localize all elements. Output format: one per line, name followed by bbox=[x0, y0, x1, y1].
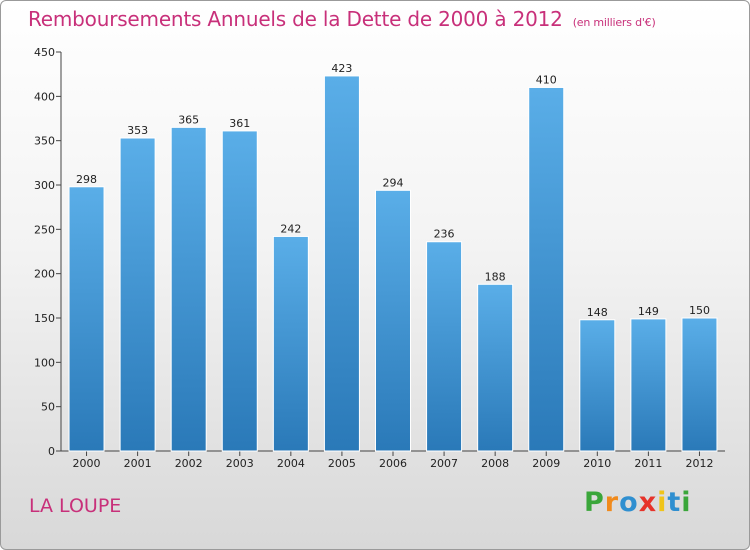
x-tick-label: 2001 bbox=[124, 457, 152, 470]
x-tick-label: 2002 bbox=[175, 457, 203, 470]
x-tick-label: 2000 bbox=[73, 457, 101, 470]
logo-letter: P bbox=[584, 487, 605, 518]
bar bbox=[477, 283, 514, 452]
bar-value-label: 423 bbox=[331, 62, 352, 75]
x-tick-label: 2003 bbox=[226, 457, 254, 470]
bar-value-label: 294 bbox=[383, 176, 404, 189]
logo-letter: i bbox=[681, 487, 692, 518]
bar-value-label: 148 bbox=[587, 306, 608, 319]
bar bbox=[426, 241, 463, 452]
y-tick-label: 50 bbox=[41, 401, 55, 414]
y-tick-label: 250 bbox=[34, 223, 55, 236]
x-tick-label: 2012 bbox=[685, 457, 713, 470]
y-tick-label: 450 bbox=[34, 46, 55, 59]
proxiti-logo: Proxiti bbox=[584, 487, 692, 518]
bar-value-label: 236 bbox=[434, 228, 455, 241]
bar bbox=[528, 86, 565, 452]
y-tick-label: 0 bbox=[48, 445, 55, 458]
labels: 298 2000 353 2001 365 2002 361 2003 242 2004 423 20… bbox=[73, 62, 714, 470]
logo-letter: t bbox=[667, 487, 682, 518]
bar bbox=[170, 126, 207, 452]
x-tick-label: 2006 bbox=[379, 457, 407, 470]
title-unit: (en milliers d'€) bbox=[572, 16, 656, 29]
logo-letter: o bbox=[619, 487, 639, 518]
bar bbox=[323, 75, 360, 452]
bar-value-label: 149 bbox=[638, 305, 659, 318]
bar-value-label: 188 bbox=[485, 270, 506, 283]
logo-letter: i bbox=[657, 487, 668, 518]
y-tick-label: 300 bbox=[34, 179, 55, 192]
y-tick-label: 350 bbox=[34, 135, 55, 148]
bar bbox=[68, 186, 105, 452]
bar bbox=[681, 317, 718, 452]
x-tick-label: 2009 bbox=[532, 457, 560, 470]
bar-value-label: 410 bbox=[536, 73, 557, 86]
chart-title: Remboursements Annuels de la Dette de 20… bbox=[28, 7, 656, 31]
town-name: LA LOUPE bbox=[29, 495, 122, 517]
bar bbox=[375, 189, 411, 452]
bars bbox=[68, 75, 718, 452]
bar bbox=[119, 137, 156, 452]
x-tick-label: 2004 bbox=[277, 457, 305, 470]
bar-value-label: 298 bbox=[76, 173, 97, 186]
bar-value-label: 361 bbox=[229, 117, 250, 130]
bar-value-label: 242 bbox=[280, 222, 301, 235]
y-tick-label: 200 bbox=[34, 268, 55, 281]
x-tick-label: 2010 bbox=[583, 457, 611, 470]
y-tick-label: 100 bbox=[34, 356, 55, 369]
y-tick-label: 150 bbox=[34, 312, 55, 325]
bar bbox=[272, 235, 309, 452]
y-tick-label: 400 bbox=[34, 90, 55, 103]
bar bbox=[221, 130, 258, 452]
x-tick-label: 2011 bbox=[634, 457, 662, 470]
bar-value-label: 150 bbox=[689, 304, 710, 317]
x-tick-label: 2008 bbox=[481, 457, 509, 470]
logo-letter: x bbox=[638, 487, 658, 518]
x-tick-label: 2007 bbox=[430, 457, 458, 470]
bar bbox=[579, 319, 616, 452]
title-text: Remboursements Annuels de la Dette de 20… bbox=[28, 7, 563, 31]
bar bbox=[630, 318, 667, 452]
bar-value-label: 365 bbox=[178, 113, 199, 126]
x-tick-label: 2005 bbox=[328, 457, 356, 470]
bar-value-label: 353 bbox=[127, 124, 148, 137]
logo-letter: r bbox=[604, 487, 620, 518]
